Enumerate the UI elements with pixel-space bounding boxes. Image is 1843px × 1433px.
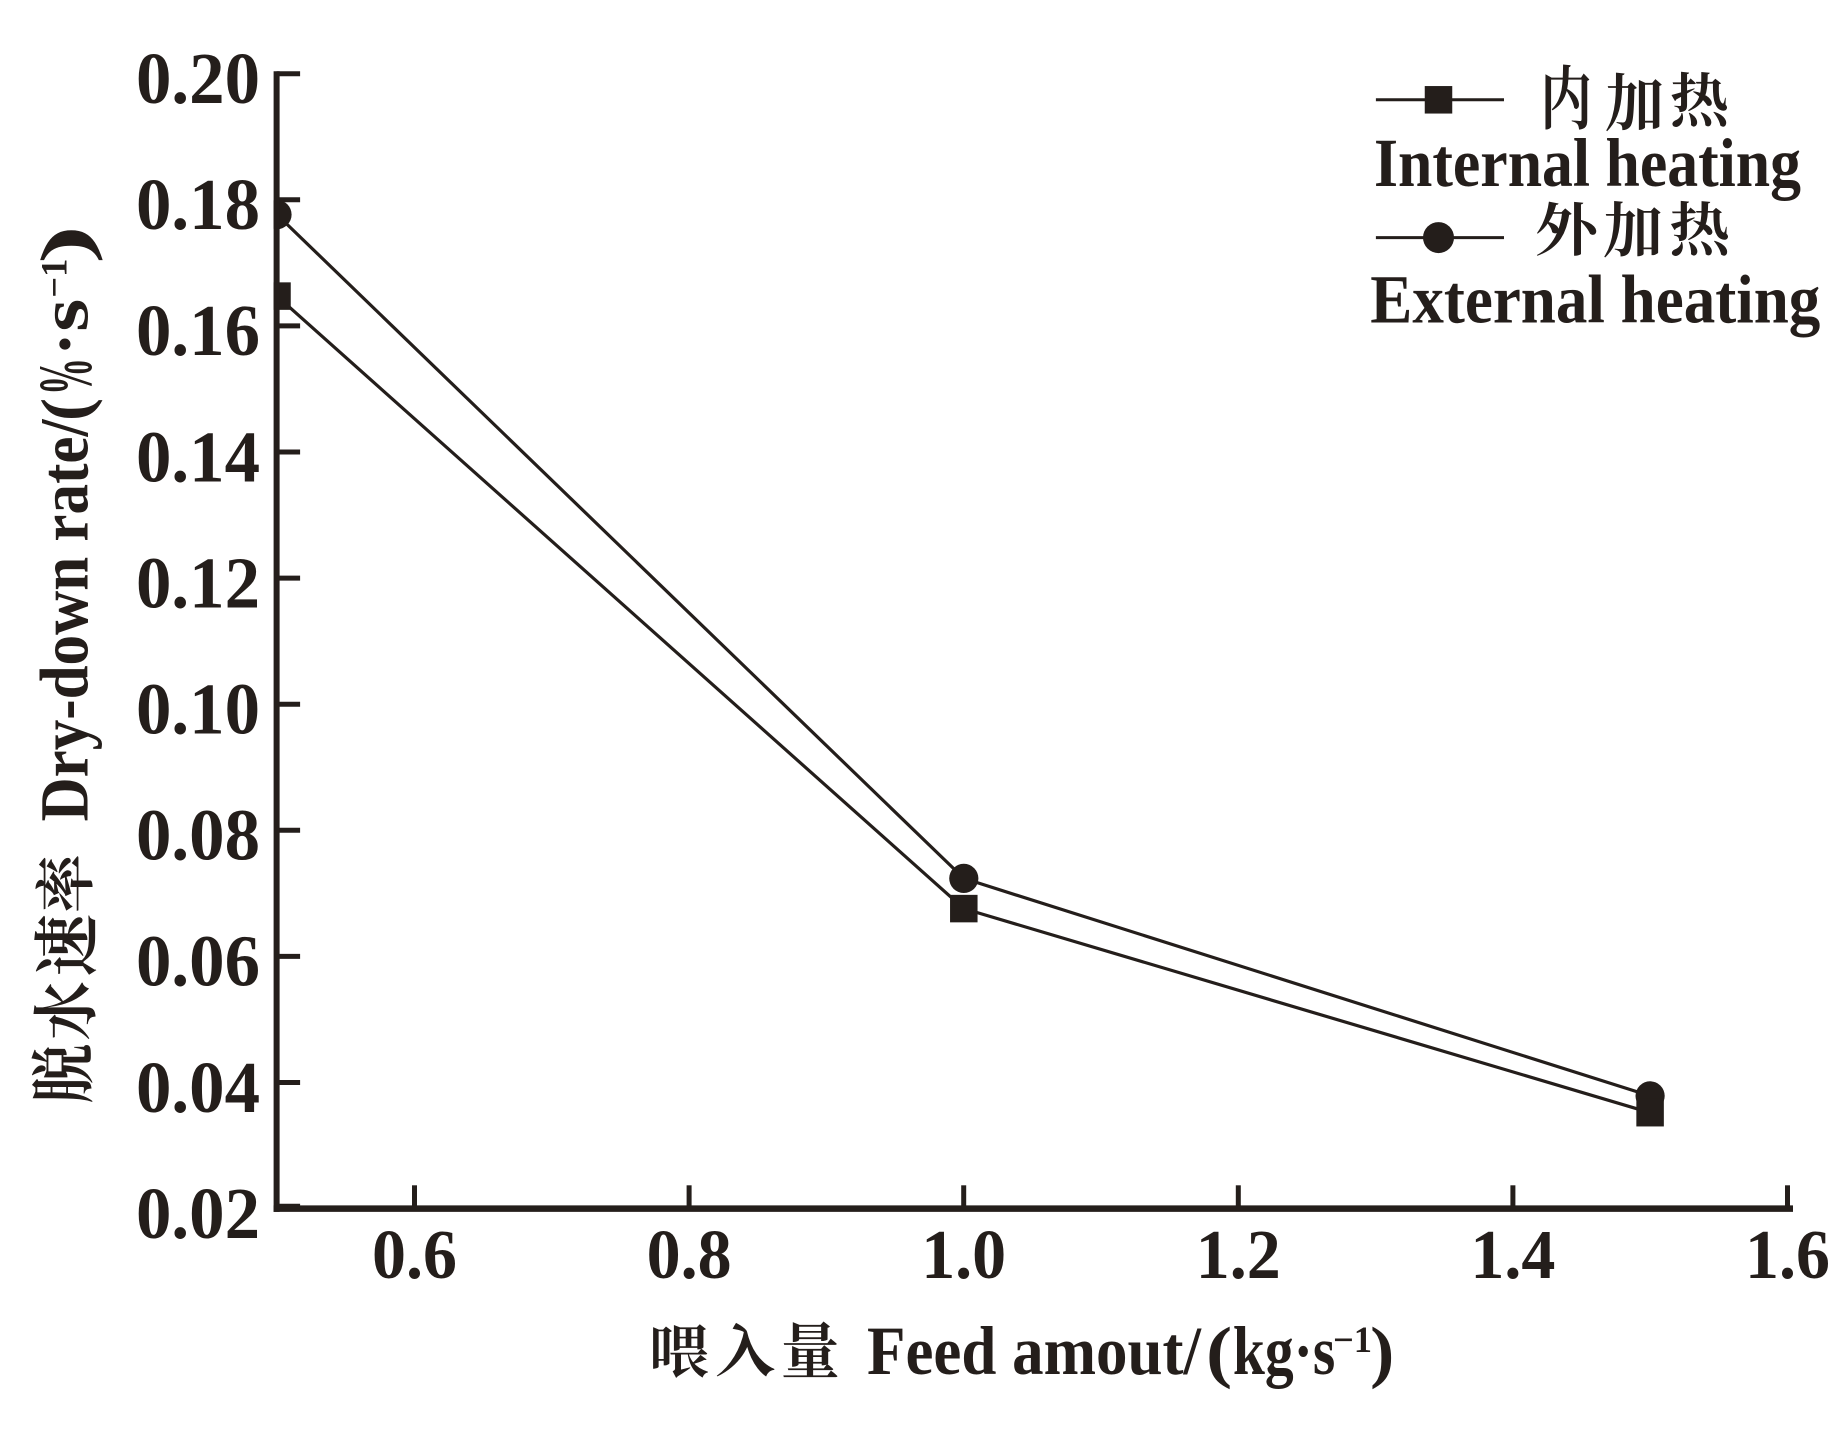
svg-text:1.2: 1.2: [1196, 1217, 1281, 1294]
svg-text:0.10: 0.10: [136, 669, 260, 750]
svg-text:(: (: [28, 398, 103, 421]
svg-text:−1: −1: [33, 259, 74, 298]
svg-text:1.4: 1.4: [1470, 1217, 1555, 1294]
svg-text:): ): [1370, 1314, 1394, 1390]
svg-text:0.6: 0.6: [372, 1217, 457, 1294]
svg-text:−1: −1: [1333, 1319, 1372, 1360]
svg-text:): ): [27, 225, 103, 264]
svg-text:0.14: 0.14: [136, 416, 260, 497]
svg-text:0.18: 0.18: [136, 164, 260, 245]
svg-text:Dry-down rate/: Dry-down rate/: [27, 419, 103, 822]
svg-text:0.08: 0.08: [136, 795, 260, 876]
svg-text:Internal heating: Internal heating: [1374, 125, 1801, 201]
svg-text:Feed amout/: Feed amout/: [867, 1313, 1202, 1389]
svg-text:s: s: [26, 299, 102, 332]
svg-text:(: (: [1206, 1313, 1232, 1389]
svg-text:0.06: 0.06: [136, 921, 260, 1002]
svg-text:0.20: 0.20: [136, 38, 260, 119]
svg-text:External heating: External heating: [1370, 262, 1820, 338]
svg-text:0.8: 0.8: [647, 1217, 732, 1294]
svg-text:%: %: [24, 358, 109, 395]
svg-text:kg·s: kg·s: [1233, 1313, 1335, 1389]
svg-text:0.04: 0.04: [136, 1047, 260, 1128]
svg-text:·: ·: [27, 333, 103, 356]
svg-text:1.6: 1.6: [1745, 1217, 1830, 1294]
svg-text:0.12: 0.12: [136, 542, 260, 623]
svg-text:0.16: 0.16: [136, 290, 260, 371]
svg-text:1.0: 1.0: [921, 1217, 1006, 1294]
svg-text:0.02: 0.02: [136, 1173, 260, 1254]
